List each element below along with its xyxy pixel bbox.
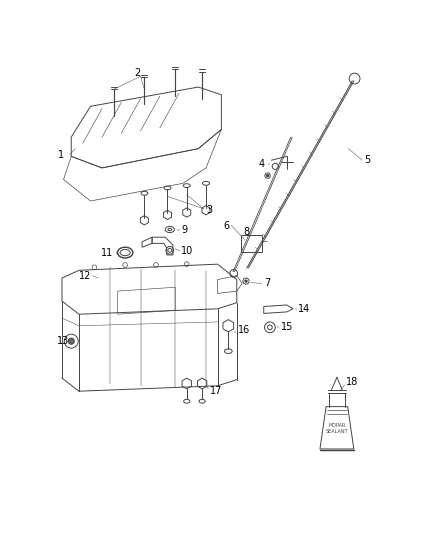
Text: 8: 8 xyxy=(243,227,249,237)
Text: 16: 16 xyxy=(237,325,250,335)
Text: 1: 1 xyxy=(58,150,64,160)
Text: 18: 18 xyxy=(346,377,358,387)
Circle shape xyxy=(245,280,247,282)
Text: 3: 3 xyxy=(207,205,213,215)
Text: 9: 9 xyxy=(181,224,187,235)
Circle shape xyxy=(266,174,269,177)
Text: MOPAR
SEALANT: MOPAR SEALANT xyxy=(325,423,348,433)
Text: 10: 10 xyxy=(181,246,194,256)
Text: 17: 17 xyxy=(210,386,222,396)
Text: 11: 11 xyxy=(100,248,113,257)
Text: 2: 2 xyxy=(134,68,141,78)
Text: 7: 7 xyxy=(264,278,270,288)
Circle shape xyxy=(68,338,74,344)
Text: 4: 4 xyxy=(258,159,265,169)
Text: 12: 12 xyxy=(79,271,91,281)
Text: 14: 14 xyxy=(298,304,311,314)
Text: 6: 6 xyxy=(224,221,230,231)
Text: 5: 5 xyxy=(364,155,370,165)
Text: 15: 15 xyxy=(281,322,293,332)
Text: 13: 13 xyxy=(57,336,70,346)
